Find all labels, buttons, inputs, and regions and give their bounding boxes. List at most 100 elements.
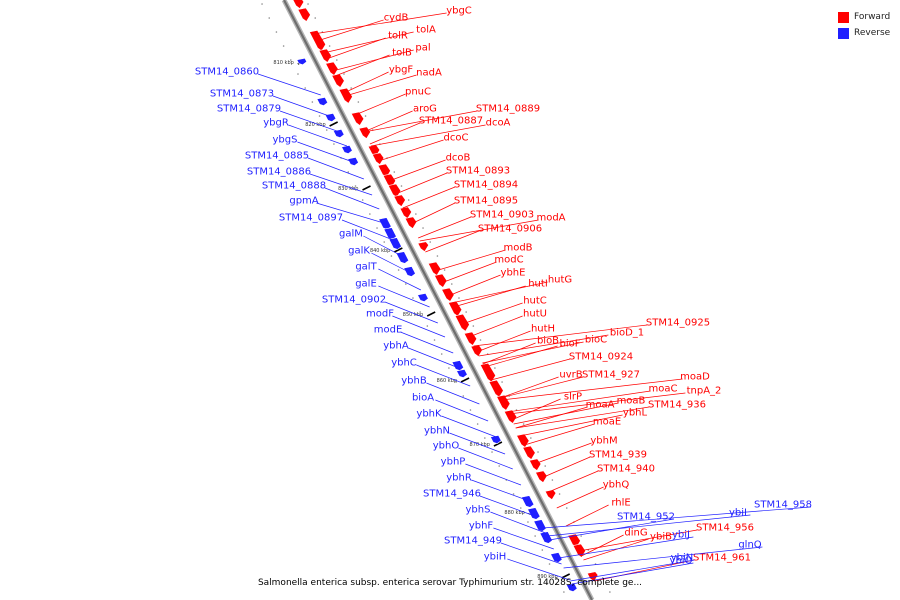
forward-gene-block [496, 394, 511, 411]
reverse-leader-line [279, 110, 340, 133]
reverse-leader-line [400, 331, 454, 354]
axis-dot [469, 409, 472, 411]
forward-gene-label: ybhL [623, 408, 648, 419]
reverse-gene-block [520, 495, 535, 508]
forward-gene-label: STM14_0887 [419, 116, 483, 127]
tick-mark [460, 377, 470, 383]
tick-mark [362, 185, 371, 191]
axis-dot [498, 465, 501, 467]
reverse-gene-block [456, 368, 468, 379]
forward-gene-label: bioF [560, 339, 581, 350]
reverse-gene-label: galK [348, 246, 370, 257]
forward-gene-label: STM14_0924 [569, 352, 633, 363]
axis-dot [350, 87, 352, 89]
forward-leader-line [378, 139, 444, 162]
reverse-gene-block [395, 251, 410, 264]
forward-leader-line [345, 74, 417, 97]
reverse-gene-label: modF [366, 309, 394, 320]
reverse-gene-label: STM14_0902 [322, 295, 386, 306]
forward-gene-block [358, 126, 371, 139]
reverse-gene-label: galM [339, 229, 363, 240]
axis-dot [491, 451, 493, 453]
forward-gene-label: slrP [564, 392, 582, 403]
reverse-gene-block [451, 360, 465, 371]
reverse-leader-line [309, 173, 373, 196]
axis-dot [343, 73, 345, 75]
forward-leader-line [343, 71, 389, 94]
forward-leader-line [500, 376, 559, 399]
reverse-leader-line [363, 235, 405, 258]
reverse-gene-label: ybhA [383, 341, 409, 352]
map-caption: Salmonella enterica subsp. enterica sero… [257, 578, 643, 588]
forward-gene-label: STM14_0925 [646, 318, 710, 329]
tick-label: 820 kbp [305, 122, 325, 128]
reverse-gene-block [316, 96, 329, 107]
forward-leader-line [468, 315, 523, 338]
tick-label: 870 kbp [470, 442, 490, 448]
reverse-leader-line [458, 447, 513, 470]
axis-dot [314, 17, 317, 19]
forward-leader-line [370, 124, 486, 147]
axis-dot [275, 31, 278, 33]
reverse-leader-line [563, 546, 763, 569]
forward-gene-label: moaE [593, 417, 621, 428]
reverse-gene-label: ybgS [273, 135, 298, 146]
forward-gene-label: moaC [649, 384, 678, 395]
reverse-leader-line [465, 463, 522, 486]
forward-gene-label: moaB [617, 396, 646, 407]
reverse-gene-label: ybhO [433, 441, 460, 452]
backbone-line [283, 0, 593, 600]
axis-dot [422, 227, 424, 229]
tick-mark [393, 247, 403, 253]
forward-leader-line [581, 534, 624, 557]
reverse-gene-label: STM14_946 [423, 489, 481, 500]
forward-gene-label: aroG [413, 104, 437, 115]
forward-gene-label: tnpA_2 [687, 386, 722, 397]
forward-gene-block [427, 261, 442, 276]
forward-gene-label: dcoA [486, 118, 511, 129]
axis-dot [412, 297, 414, 299]
axis-dot [364, 115, 367, 117]
forward-gene-label: hutC [523, 296, 547, 307]
axis-dot [393, 171, 396, 173]
reverse-gene-label: ybhK [416, 409, 442, 420]
axis-dot [501, 381, 503, 383]
forward-leader-line [369, 122, 421, 145]
forward-gene-label: nadA [416, 68, 442, 79]
reverse-gene-label: ybhS [466, 505, 491, 516]
axis-dot [455, 381, 457, 383]
axis-dot [494, 367, 496, 369]
forward-gene-label: uvrB [559, 370, 582, 381]
axis-dot [565, 507, 568, 509]
reverse-gene-block [332, 128, 345, 139]
reverse-gene-block [565, 582, 578, 593]
reverse-gene-label: STM14_952 [617, 512, 675, 523]
forward-leader-line [534, 442, 592, 465]
tick-label: 890 kbp [537, 574, 557, 580]
reverse-gene-label: modE [374, 325, 403, 336]
axis-dot [369, 213, 371, 215]
reverse-gene-block [527, 507, 541, 520]
forward-gene-block [297, 7, 311, 22]
tick-label: 830 kbp [338, 186, 358, 192]
forward-gene-label: bioB [537, 336, 559, 347]
tick-label: 880 kbp [504, 510, 524, 516]
forward-gene-label: pal [415, 43, 430, 54]
axis-dot [419, 311, 421, 313]
axis-dot [282, 45, 285, 47]
backbone-dots [261, 3, 611, 593]
reverse-gene-label: galE [355, 279, 377, 290]
forward-gene-block [387, 183, 402, 198]
axis-dot [383, 241, 386, 243]
forward-gene-block [528, 458, 542, 471]
reverse-swatch [838, 27, 849, 39]
forward-leader-line [410, 202, 456, 225]
axis-dot [357, 101, 360, 103]
forward-leader-line [316, 19, 384, 42]
forward-leader-line [482, 342, 536, 365]
axis-dot [555, 577, 558, 579]
forward-leader-line [515, 406, 588, 429]
forward-gene-label: dcoC [444, 133, 469, 144]
axis-dot [450, 283, 453, 285]
forward-leader-line [541, 456, 591, 479]
